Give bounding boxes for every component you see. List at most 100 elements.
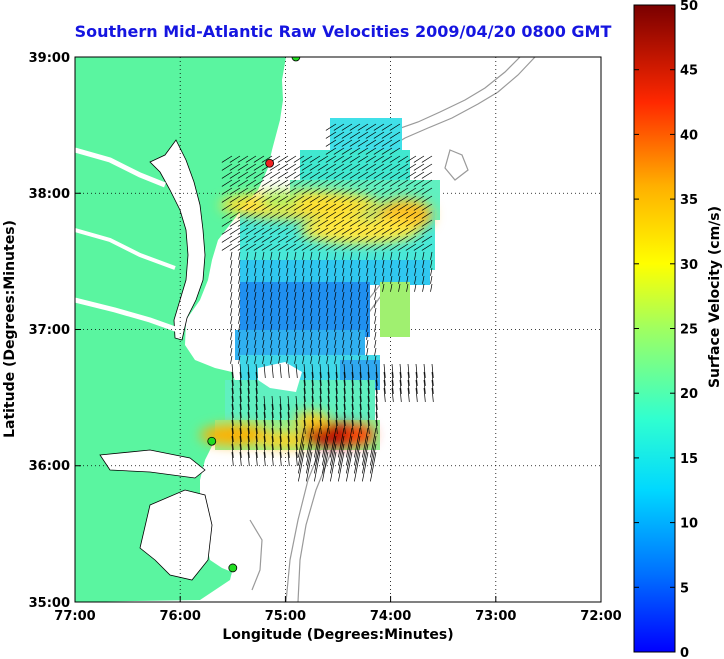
- velocity-arrow: [390, 259, 393, 268]
- velocity-arrow: [322, 427, 329, 458]
- velocity-arrow: [342, 315, 345, 324]
- velocity-arrow: [381, 155, 393, 163]
- velocity-arrow: [269, 203, 281, 211]
- velocity-arrow: [362, 451, 369, 482]
- velocity-arrow: [319, 371, 322, 386]
- velocity-arrow: [381, 211, 393, 219]
- velocity-arrow: [221, 179, 233, 187]
- velocity-arrow: [270, 323, 273, 332]
- velocity-arrow: [246, 299, 249, 308]
- velocity-arrow: [365, 179, 377, 187]
- velocity-arrow: [333, 131, 345, 139]
- velocity-arrow: [351, 411, 354, 426]
- velocity-arrow: [326, 339, 329, 348]
- velocity-arrow: [366, 323, 369, 332]
- velocity-arrow: [405, 219, 417, 227]
- velocity-arrow: [366, 339, 369, 348]
- velocity-arrow: [359, 379, 362, 394]
- velocity-arrow: [230, 275, 233, 284]
- velocity-arrow: [246, 307, 249, 316]
- velocity-arrow: [421, 203, 433, 211]
- velocity-arrow: [327, 387, 330, 402]
- velocity-arrow: [398, 251, 401, 260]
- velocity-arrow: [303, 379, 306, 394]
- velocity-arrow: [286, 275, 289, 284]
- velocity-arrow: [333, 163, 345, 171]
- velocity-arrow: [309, 179, 321, 187]
- velocity-arrow: [334, 307, 337, 316]
- velocity-arrow: [286, 283, 289, 292]
- velocity-arrow: [277, 219, 289, 227]
- velocity-arrow: [279, 363, 282, 378]
- velocity-arrow: [391, 379, 394, 394]
- velocity-arrow: [238, 323, 241, 332]
- velocity-arrow: [415, 371, 418, 386]
- velocity-arrow: [382, 259, 385, 268]
- velocity-arrow: [334, 259, 337, 268]
- velocity-arrow: [373, 211, 385, 219]
- velocity-arrow: [325, 219, 337, 227]
- velocity-arrow: [397, 203, 409, 211]
- velocity-arrow: [254, 339, 257, 348]
- velocity-arrow: [279, 411, 282, 426]
- velocity-arrow: [406, 251, 409, 260]
- velocity-arrow: [254, 347, 257, 356]
- velocity-arrow: [239, 363, 242, 378]
- velocity-arrow: [231, 371, 234, 386]
- velocity-arrow: [231, 443, 234, 458]
- velocity-arrow: [346, 443, 353, 474]
- velocity-arrow: [415, 387, 418, 402]
- velocity-arrow: [333, 187, 345, 195]
- velocity-arrow: [309, 219, 321, 227]
- velocity-arrow: [311, 363, 314, 378]
- velocity-arrow: [231, 451, 234, 466]
- velocity-arrow: [285, 227, 297, 235]
- velocity-arrow: [370, 427, 377, 458]
- velocity-arrow: [367, 411, 370, 426]
- velocity-arrow: [270, 331, 273, 340]
- velocity-arrow: [293, 179, 305, 187]
- velocity-arrow: [341, 179, 353, 187]
- velocity-arrow: [350, 251, 353, 260]
- velocity-arrow: [358, 339, 361, 348]
- velocity-arrow: [383, 363, 386, 378]
- velocity-arrow: [301, 235, 313, 243]
- velocity-arrow: [330, 443, 337, 474]
- velocity-arrow: [421, 179, 433, 187]
- velocity-arrow: [231, 395, 234, 410]
- velocity-arrow: [366, 331, 369, 340]
- velocity-arrow: [398, 275, 401, 284]
- colorbar-tick-label: 50: [680, 0, 698, 14]
- velocity-arrow: [359, 363, 362, 378]
- velocity-arrow: [366, 291, 369, 300]
- velocity-arrow: [326, 307, 329, 316]
- velocity-arrow: [407, 387, 410, 402]
- velocity-arrow: [278, 275, 281, 284]
- velocity-arrow: [405, 243, 417, 251]
- velocity-arrow: [262, 315, 265, 324]
- velocity-arrow: [286, 307, 289, 316]
- velocity-arrow: [230, 251, 233, 260]
- velocity-arrow: [239, 419, 242, 434]
- velocity-arrow: [318, 315, 321, 324]
- velocity-arrow: [277, 211, 289, 219]
- velocity-arrow: [285, 211, 297, 219]
- velocity-arrow: [351, 419, 354, 434]
- velocity-arrow: [318, 291, 321, 300]
- velocity-arrow: [302, 323, 305, 332]
- velocity-arrow: [333, 203, 345, 211]
- velocity-arrow: [270, 267, 273, 276]
- velocity-arrow: [422, 259, 425, 268]
- velocity-arrow: [263, 363, 266, 378]
- velocity-arrow: [277, 187, 289, 195]
- velocity-arrow: [349, 211, 361, 219]
- velocity-arrow: [325, 195, 337, 203]
- velocity-arrow: [295, 411, 298, 426]
- velocity-arrow: [341, 211, 353, 219]
- velocity-arrow: [389, 235, 401, 243]
- velocity-arrow: [253, 195, 265, 203]
- velocity-arrow: [326, 299, 329, 308]
- velocity-arrow: [389, 163, 401, 171]
- velocity-arrow: [261, 155, 273, 163]
